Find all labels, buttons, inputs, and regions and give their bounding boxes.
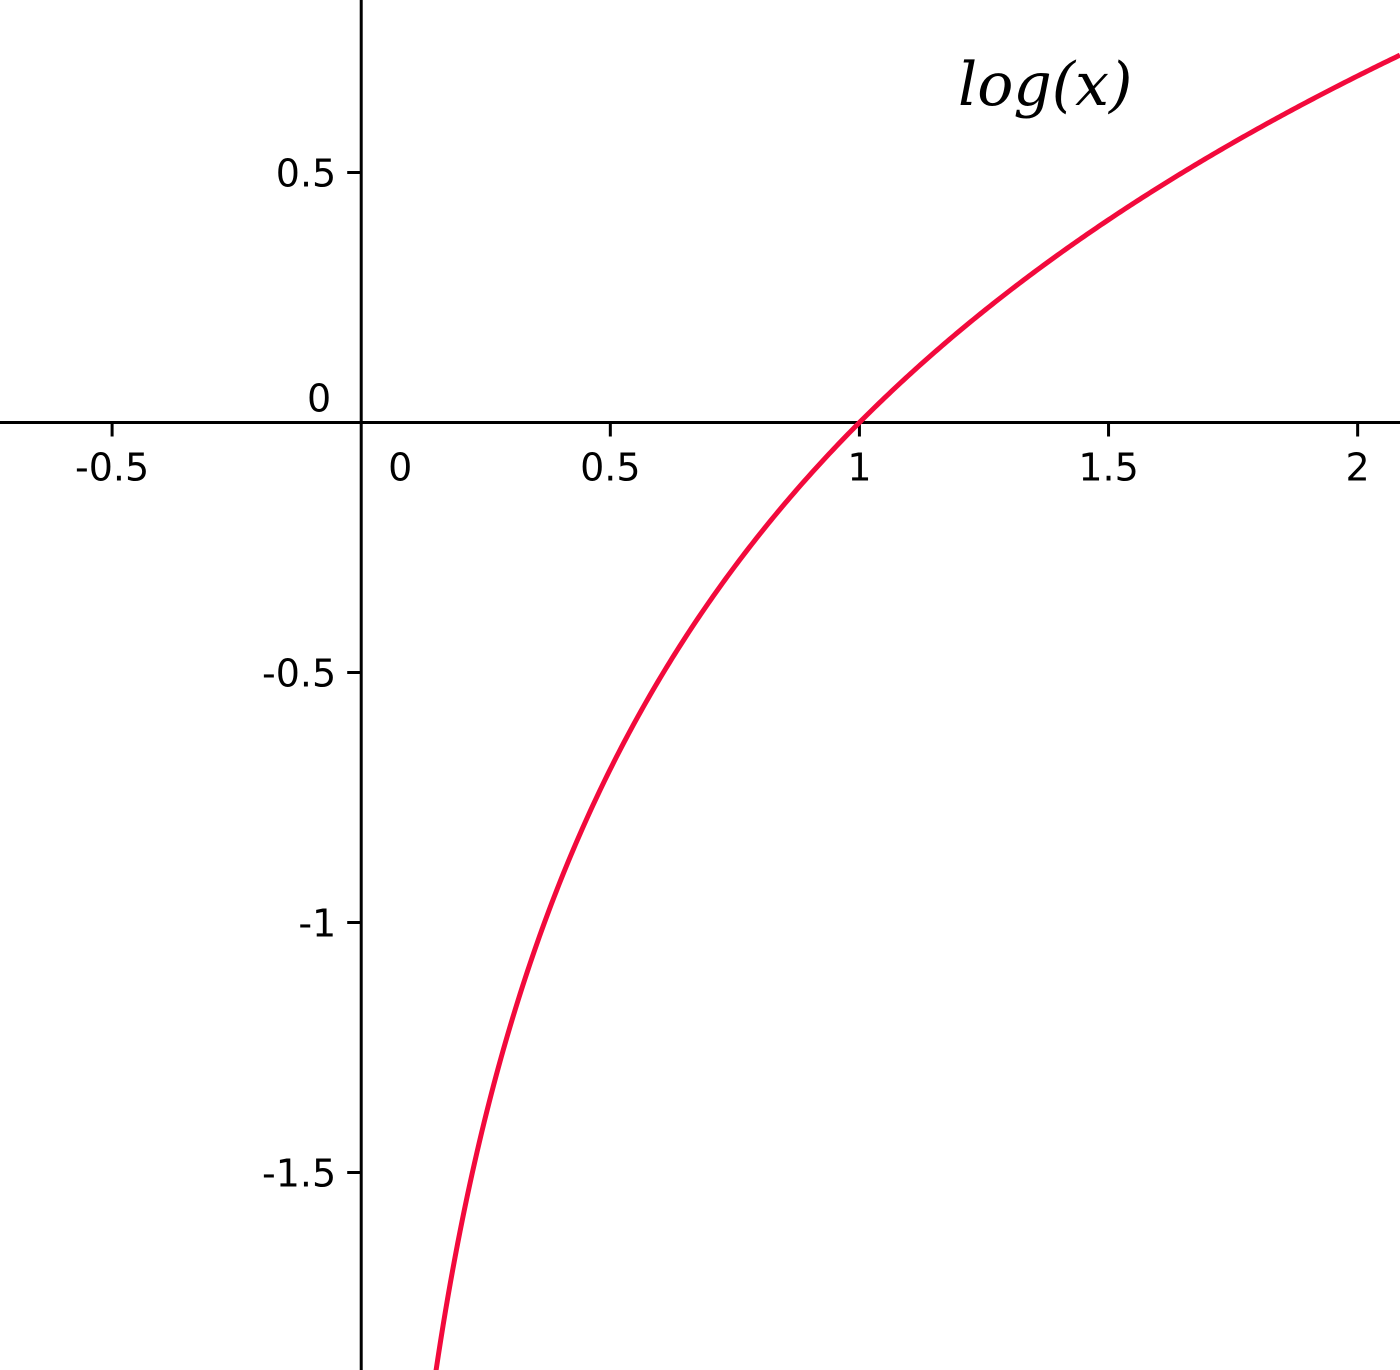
x-tick-label: 1 (847, 446, 871, 490)
y-tick-label: 0.5 (276, 152, 336, 196)
log-curve (433, 52, 1400, 1370)
x-tick-label: 0 (388, 446, 412, 490)
curve-annotation: log(x) (958, 50, 1132, 120)
y-tick-label: -1.5 (262, 1152, 336, 1196)
x-tick-label: 0.5 (580, 446, 640, 490)
y-tick-label: 0 (307, 377, 331, 421)
x-tick-label: 2 (1346, 446, 1370, 490)
series-layer (433, 52, 1400, 1370)
x-tick-label: 1.5 (1078, 446, 1138, 490)
ticks: -0.5 0 0.5 1 1.5 2 0.5 0 -0.5 -1 -1.5 (75, 152, 1370, 1196)
x-tick-label: -0.5 (75, 446, 149, 490)
y-tick-label: -0.5 (262, 652, 336, 696)
y-tick-label: -1 (298, 902, 336, 946)
